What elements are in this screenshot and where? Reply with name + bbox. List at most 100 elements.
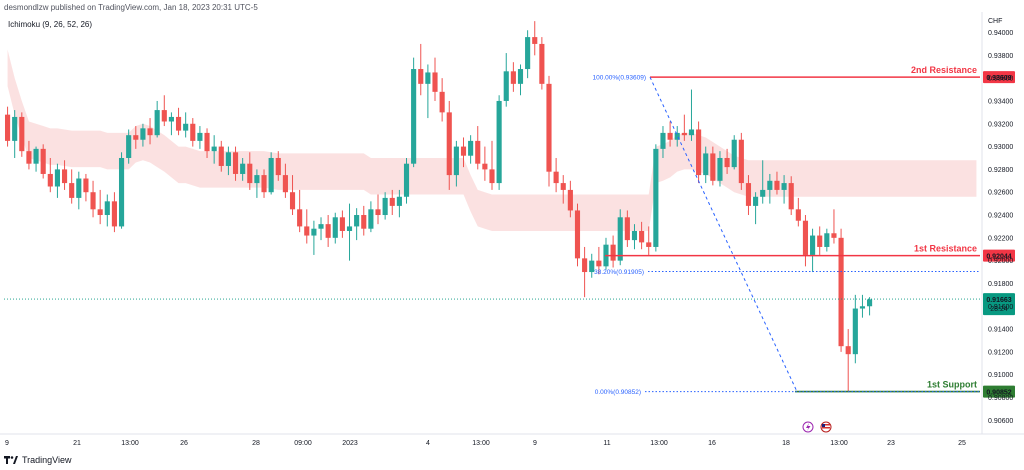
candle	[69, 169, 75, 204]
candle	[111, 192, 117, 233]
footer-brand[interactable]: TradingView	[4, 455, 72, 465]
candle	[710, 146, 716, 186]
candle	[19, 112, 25, 157]
candle	[418, 43, 424, 96]
us-flag-icon	[820, 421, 832, 433]
candle-body	[47, 173, 53, 187]
candle	[532, 21, 538, 56]
candle	[325, 215, 331, 247]
us-flag-canton	[822, 424, 825, 427]
candle-body	[810, 235, 816, 255]
x-tick-label: 9	[533, 440, 537, 447]
level-price-tag	[983, 71, 1015, 84]
candle-body	[439, 91, 445, 113]
candle-body	[204, 132, 210, 152]
candle	[304, 209, 310, 244]
candle-body	[318, 224, 324, 229]
candle	[261, 169, 267, 198]
candle-body	[710, 153, 716, 181]
candle	[802, 215, 809, 267]
candle-body	[26, 151, 32, 164]
candle	[183, 112, 189, 138]
candle	[140, 123, 146, 147]
candle	[389, 189, 395, 216]
y-tick-label: 0.91800	[988, 281, 1013, 288]
candle-body	[190, 123, 196, 141]
candle-body	[126, 135, 132, 158]
candle	[154, 100, 160, 138]
candle-body	[753, 196, 759, 206]
candle	[795, 197, 801, 227]
candle-body	[788, 183, 794, 210]
candle-body	[282, 175, 288, 193]
candle-body	[724, 157, 730, 168]
us-flag-stripe	[822, 427, 830, 429]
candle-body	[589, 260, 595, 273]
candle	[838, 228, 844, 352]
candle-body	[311, 228, 317, 236]
candle	[539, 37, 545, 90]
candle-body	[346, 226, 353, 231]
x-tick-label: 25	[958, 440, 966, 447]
candle-body	[111, 201, 117, 227]
candle-body	[154, 110, 160, 136]
candle	[489, 140, 495, 190]
candle-body	[489, 169, 495, 184]
candle-body	[639, 230, 645, 243]
indicator-legend[interactable]: Ichimoku (9, 26, 52, 26)	[8, 20, 93, 29]
candle-body	[539, 43, 545, 84]
candle	[831, 209, 837, 244]
candle	[696, 121, 702, 184]
candle-body	[560, 183, 566, 190]
candle	[396, 189, 402, 218]
candle-body	[411, 69, 417, 164]
candle	[639, 221, 645, 250]
candle-body	[425, 72, 431, 84]
candle	[411, 57, 417, 168]
candle	[382, 192, 388, 220]
candle-body	[133, 135, 139, 140]
y-tick-label: 0.90800	[988, 395, 1013, 402]
x-tick-label: 21	[73, 440, 81, 447]
candle-body	[646, 242, 652, 247]
candle-body	[218, 146, 224, 166]
candle	[760, 160, 766, 204]
candle-body	[660, 132, 666, 149]
level-label: 1st Support	[927, 380, 977, 390]
candle	[731, 135, 737, 170]
candle	[574, 203, 581, 267]
candle	[567, 180, 573, 218]
candle-body	[831, 233, 837, 238]
candle-body	[674, 132, 680, 140]
candle-body	[453, 146, 459, 176]
candle	[4, 106, 11, 147]
candle	[817, 226, 823, 255]
candle-body	[382, 197, 388, 216]
y-tick-label: 0.92400	[988, 213, 1013, 220]
candle-body	[225, 152, 231, 166]
level-price-tag	[983, 385, 1015, 398]
candle	[446, 100, 452, 190]
y-tick-label: 0.93600	[988, 76, 1013, 83]
candle-body	[859, 306, 866, 309]
footer-brand-label: TradingView	[22, 455, 72, 465]
candle-body	[403, 163, 410, 197]
candle	[254, 169, 260, 198]
candle	[211, 135, 217, 164]
candle-body	[418, 69, 424, 84]
candle	[646, 226, 652, 255]
candle-body	[161, 110, 167, 122]
candle-body	[389, 197, 395, 206]
candle	[54, 163, 60, 198]
candle-body	[354, 215, 360, 227]
candle	[47, 157, 53, 193]
candle	[297, 189, 303, 233]
candle	[589, 253, 595, 278]
candle-body	[69, 183, 75, 198]
candle	[175, 107, 182, 136]
candle	[453, 140, 459, 187]
candle-body	[432, 72, 438, 92]
y-tick-label: 0.92000	[988, 258, 1013, 265]
candle	[197, 126, 203, 149]
